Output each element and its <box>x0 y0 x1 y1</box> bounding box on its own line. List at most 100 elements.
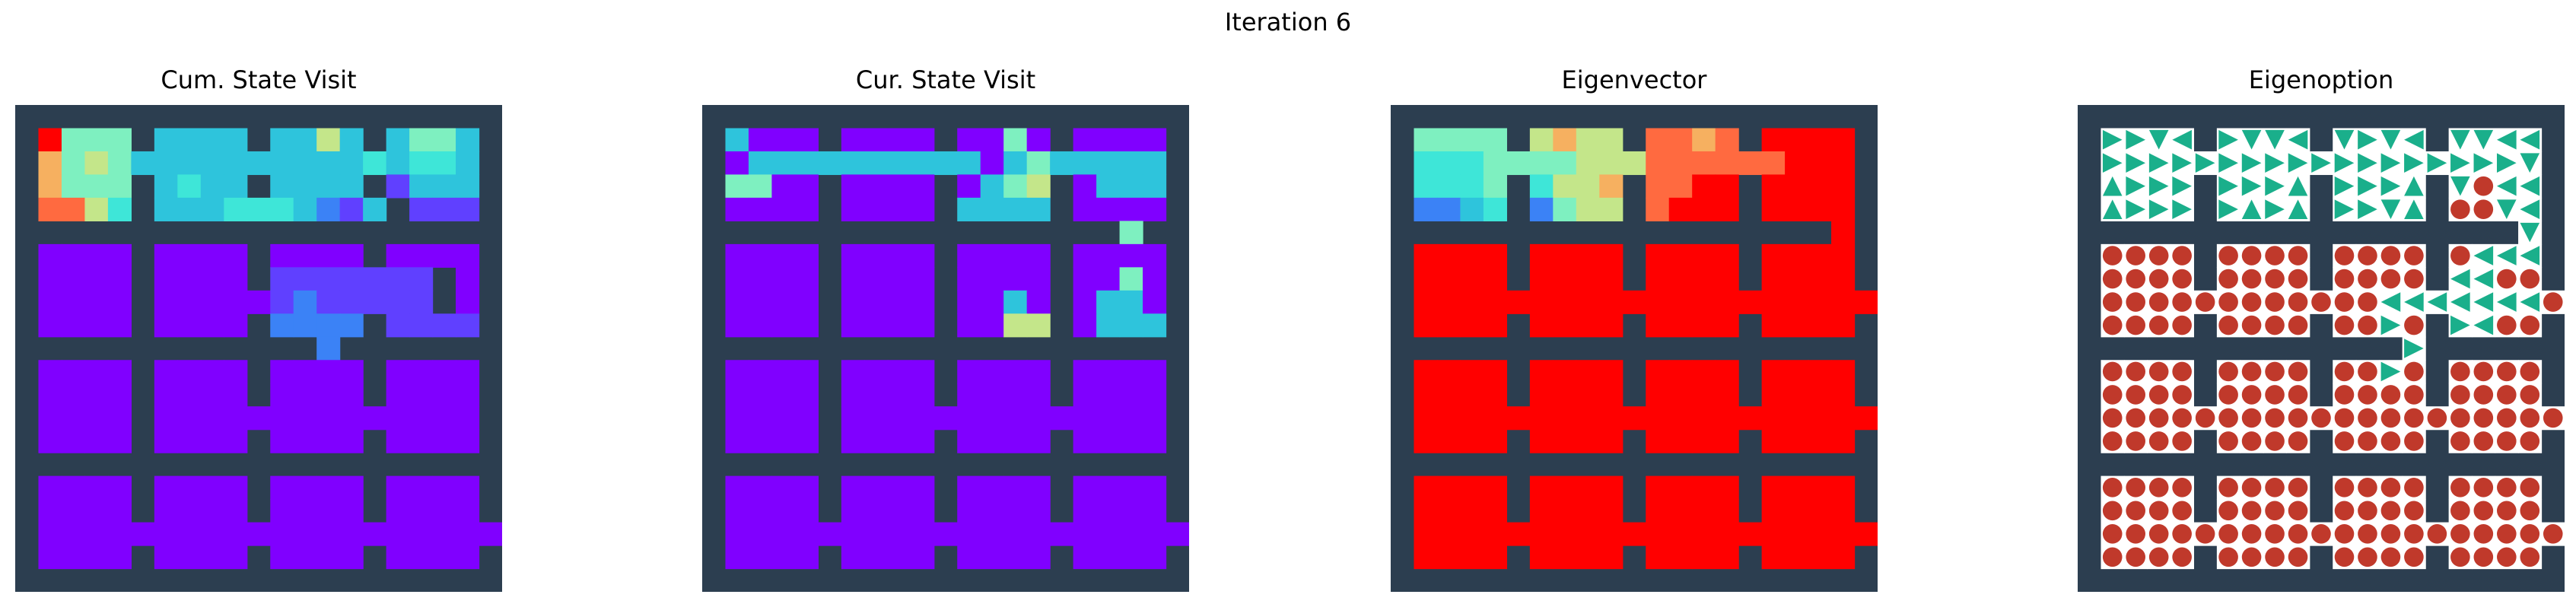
heatmap-cell <box>1576 522 1600 546</box>
heatmap-cell <box>1553 499 1577 523</box>
heatmap-cell <box>841 383 865 407</box>
heatmap-cell <box>432 174 456 199</box>
heatmap-cell <box>1050 406 1074 431</box>
heatmap-cell <box>224 290 248 314</box>
terminate-dot <box>2126 408 2145 428</box>
heatmap-cell <box>293 151 317 176</box>
heatmap-cell <box>61 128 86 152</box>
heatmap-cell <box>293 174 317 199</box>
heatmap-cell <box>957 406 981 431</box>
heatmap-cell <box>177 267 202 291</box>
terminate-dot <box>2241 315 2262 335</box>
heatmap-cell <box>270 197 294 221</box>
heatmap-cell <box>1119 499 1143 523</box>
policy-arrow-right <box>2358 153 2377 173</box>
heatmap-cell <box>339 313 364 338</box>
heatmap-cell <box>818 522 842 546</box>
terminate-dot <box>2126 501 2145 521</box>
policy-arrow-left <box>2288 129 2308 150</box>
heatmap-cell <box>980 267 1004 291</box>
terminate-dot <box>2265 524 2285 544</box>
heatmap-cell <box>386 360 410 384</box>
terminate-dot <box>2126 315 2145 335</box>
heatmap-cell <box>864 406 889 431</box>
terminate-dot <box>2172 385 2192 405</box>
terminate-dot <box>2172 524 2192 544</box>
heatmap-cell <box>725 313 749 338</box>
heatmap-cell <box>177 290 202 314</box>
heatmap-cell <box>1553 174 1577 199</box>
heatmap-cell <box>409 522 434 546</box>
heatmap-cell <box>177 522 202 546</box>
terminate-dot <box>2473 176 2494 196</box>
heatmap-cell <box>1715 267 1739 291</box>
heatmap-cell <box>1026 475 1051 500</box>
heatmap-cell <box>1646 522 1670 546</box>
heatmap-cell <box>1460 243 1484 268</box>
heatmap-cell <box>1576 383 1600 407</box>
heatmap-cell <box>1096 151 1121 176</box>
terminate-dot <box>2473 524 2494 544</box>
policy-arrow-up <box>2102 176 2123 196</box>
heatmap-cell <box>1668 151 1693 176</box>
heatmap-cell <box>154 475 178 500</box>
terminate-dot <box>2102 292 2123 312</box>
terminate-dot <box>2172 315 2192 335</box>
heatmap-cell <box>154 243 178 268</box>
heatmap-cell <box>270 545 294 570</box>
heatmap-cell <box>224 151 248 176</box>
policy-arrow-right <box>2148 176 2169 196</box>
heatmap-cell <box>864 475 889 500</box>
heatmap-cell <box>1785 151 1809 176</box>
policy-arrow-right <box>2218 153 2238 173</box>
heatmap-cell <box>1073 128 1097 152</box>
heatmap-cell <box>1553 475 1577 500</box>
heatmap-cell <box>1506 290 1531 314</box>
heatmap-cell <box>84 360 109 384</box>
heatmap-cell <box>1073 522 1097 546</box>
terminate-dot <box>2497 269 2517 289</box>
heatmap-cell <box>1622 290 1646 314</box>
heatmap-cell <box>1808 475 1832 500</box>
heatmap-cell <box>1785 313 1809 338</box>
heatmap-cell <box>38 406 62 431</box>
heatmap-cell <box>911 128 935 152</box>
heatmap-cell <box>1460 429 1484 453</box>
heatmap-cell <box>293 499 317 523</box>
heatmap-cell <box>61 499 86 523</box>
heatmap-cell <box>1715 243 1739 268</box>
heatmap-cell <box>1646 383 1670 407</box>
terminate-dot <box>2265 408 2285 428</box>
heatmap-cell <box>1576 290 1600 314</box>
heatmap-cell <box>957 383 981 407</box>
heatmap-cell <box>154 522 178 546</box>
terminate-dot <box>2148 315 2169 335</box>
heatmap-cell <box>1599 429 1624 453</box>
heatmap-cell <box>1143 383 1167 407</box>
heatmap-cell <box>339 406 364 431</box>
heatmap-cell <box>957 197 981 221</box>
heatmap-cell <box>1119 267 1143 291</box>
heatmap-cell <box>456 243 480 268</box>
heatmap-cell <box>1460 499 1484 523</box>
heatmap-cell <box>456 499 480 523</box>
terminate-dot <box>2358 361 2377 382</box>
heatmap-cell <box>293 522 317 546</box>
terminate-dot <box>2148 408 2169 428</box>
heatmap-cell <box>887 267 911 291</box>
heatmap-cell <box>957 429 981 453</box>
heatmap-cell <box>1738 522 1763 546</box>
heatmap-cell <box>771 128 796 152</box>
heatmap-cell <box>154 197 178 221</box>
heatmap-cell <box>293 406 317 431</box>
heatmap-cell <box>386 383 410 407</box>
heatmap-cell <box>1599 383 1624 407</box>
policy-arrow-down <box>2450 176 2470 196</box>
terminate-dot <box>2520 431 2540 451</box>
heatmap-cell <box>794 360 819 384</box>
heatmap-cell <box>154 360 178 384</box>
heatmap-cell <box>1668 128 1693 152</box>
heatmap-cell <box>1831 475 1856 500</box>
heatmap-cell <box>1715 313 1739 338</box>
policy-arrow-right <box>2172 153 2192 173</box>
